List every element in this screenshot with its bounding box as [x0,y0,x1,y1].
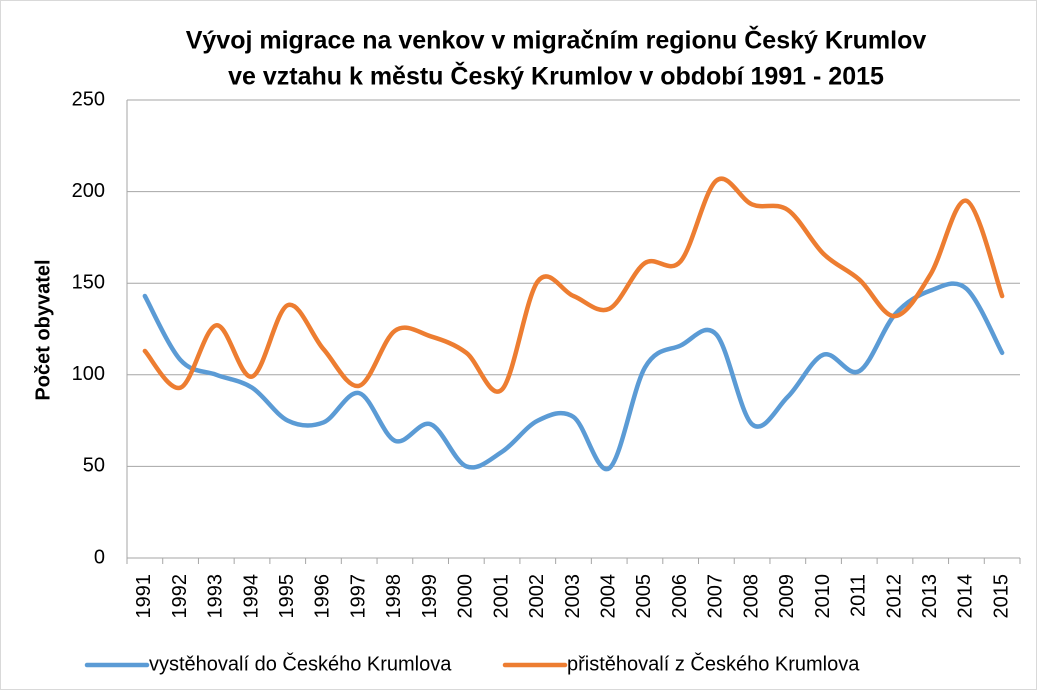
data-line [142,176,1005,394]
x-tick-label: 1997 [347,574,369,619]
y-axis-label: Počet obyvatel [32,259,54,400]
legend-label: vystěhovalí do Českého Krumlova [149,652,452,675]
legend-label: přistěhovalí z Českého Krumlova [567,652,860,675]
x-tick-label: 2004 [598,574,620,619]
x-tick-label: 2010 [812,574,834,619]
chart-title: ve vztahu k městu Český Krumlov v období… [228,61,884,91]
x-tick-label: 2002 [526,574,548,619]
x-tick-label: 1994 [240,574,262,619]
x-tick-label: 2005 [633,574,655,619]
y-tick-label: 200 [72,180,105,202]
x-tick-label: 1995 [276,574,298,619]
chart-title: Vývoj migrace na venkov v migračním regi… [186,25,927,55]
y-tick-label: 0 [94,546,105,568]
y-tick-label: 50 [83,455,105,477]
x-tick-label: 1999 [419,574,441,619]
x-tick-label: 2011 [848,574,870,617]
x-tick-label: 2003 [562,574,584,619]
x-tick-label: 2014 [955,574,977,619]
x-tick-label: 2006 [669,574,691,619]
x-tick-label: 2008 [740,574,762,619]
x-tick-label: 1992 [169,574,191,619]
x-tick-label: 2009 [776,574,798,619]
x-tick-label: 1996 [312,574,334,619]
x-tick-label: 2013 [919,574,941,619]
x-tick-label: 2015 [990,574,1012,619]
x-tick-label: 2001 [490,574,512,619]
data-line [142,281,1005,472]
y-tick-label: 150 [72,271,105,293]
x-tick-label: 2007 [705,574,727,619]
x-tick-label: 1998 [383,574,405,619]
y-tick-label: 250 [72,88,105,110]
x-tick-label: 2000 [455,574,477,619]
x-tick-label: 1991 [133,574,155,619]
y-tick-label: 100 [72,363,105,385]
x-tick-label: 2012 [883,574,905,619]
x-tick-label: 1993 [205,574,227,619]
